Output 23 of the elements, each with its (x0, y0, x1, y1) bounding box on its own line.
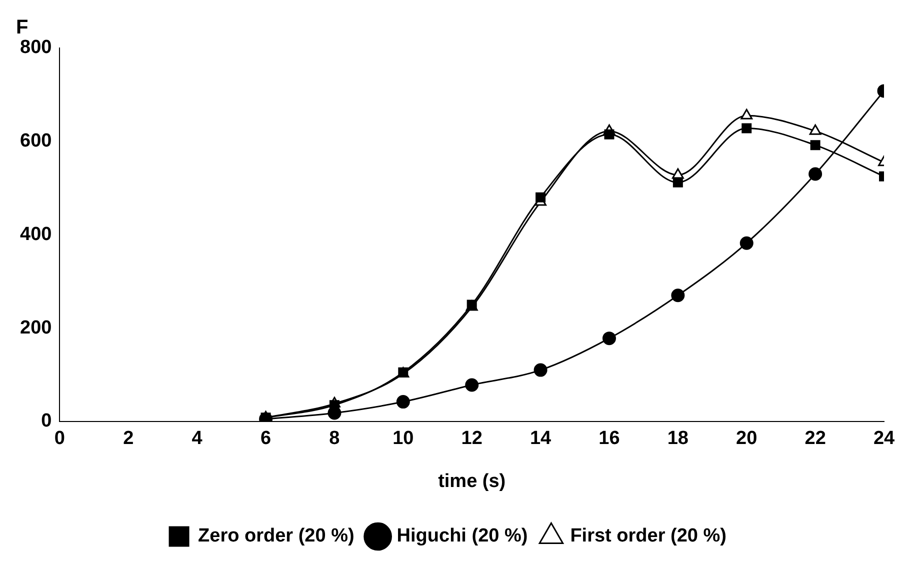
y-axis-title: F (16, 16, 28, 39)
x-tick-label: 10 (392, 428, 414, 450)
x-tick-label: 24 (873, 428, 895, 450)
x-tick-label: 6 (260, 428, 272, 450)
x-tick-label: 2 (123, 428, 134, 450)
x-tick-label: 12 (461, 428, 482, 450)
legend-label: Zero order (20 %) (198, 526, 354, 547)
x-tick-label: 16 (598, 428, 620, 450)
x-tick-label: 14 (530, 428, 552, 450)
y-tick-label: 400 (20, 224, 52, 245)
legend-label: First order (20 %) (570, 526, 726, 547)
legend-label: Higuchi (20 %) (396, 526, 528, 547)
y-tick-label: 600 (20, 130, 52, 152)
x-tick-label: 20 (736, 428, 758, 450)
x-tick-label: 4 (192, 428, 203, 450)
x-tick-label: 0 (54, 428, 65, 450)
y-tick-label: 200 (20, 317, 52, 338)
x-axis-title: time (s) (438, 470, 506, 492)
x-tick-label: 18 (667, 428, 688, 450)
y-tick-label: 800 (20, 37, 52, 58)
x-tick-label: 8 (329, 428, 340, 450)
y-tick-label: 0 (41, 410, 52, 432)
x-tick-label: 22 (804, 428, 826, 450)
